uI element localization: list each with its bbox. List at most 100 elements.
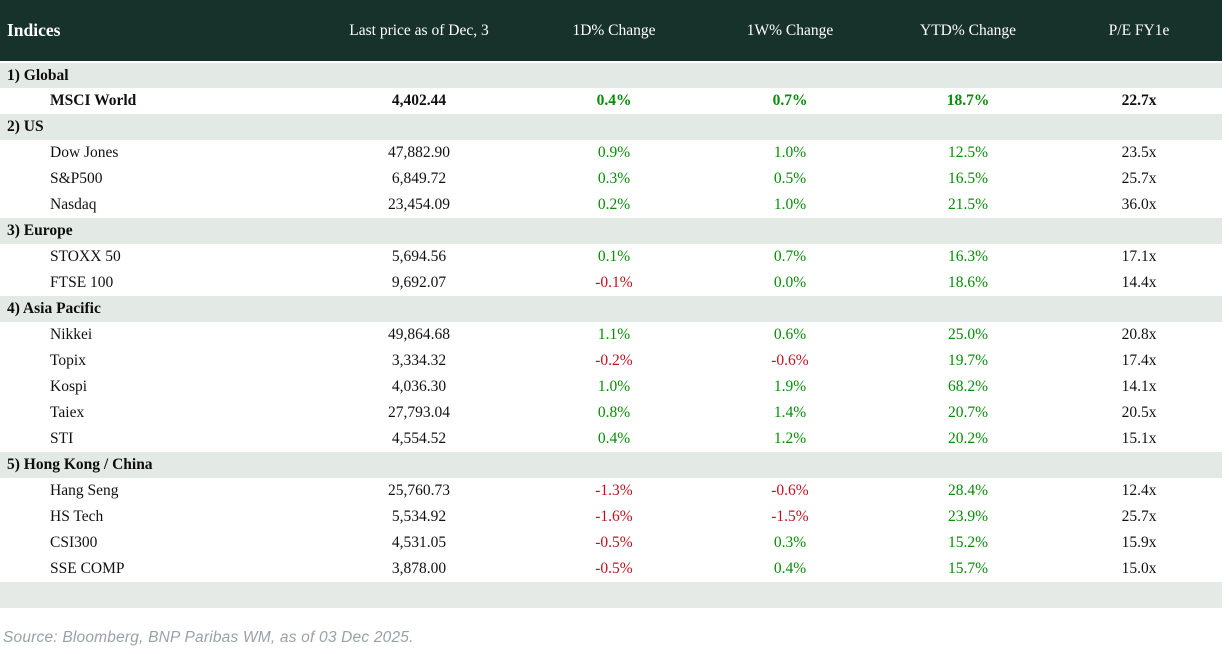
1w-change-cell: 1.0% xyxy=(773,196,807,213)
1d-change-cell: -1.3% xyxy=(595,482,633,499)
ytd-change-cell: 16.3% xyxy=(947,248,989,265)
ytd-change-cell: 21.5% xyxy=(947,196,989,213)
index-name-cell: STOXX 50 xyxy=(50,248,121,265)
section-row: 4) Asia Pacific xyxy=(0,296,1222,322)
last-price-cell: 9,692.07 xyxy=(391,274,447,291)
1d-change-cell: -0.5% xyxy=(595,560,633,577)
last-price-cell: 3,334.32 xyxy=(391,352,447,369)
table-row: CSI300 4,531.05 -0.5% 0.3% 15.2% 15.9x xyxy=(0,530,1222,556)
header-row: Indices Last price as of Dec, 3 1D% Change… xyxy=(0,0,1222,63)
source-note: Source: Bloomberg, BNP Paribas WM, as of… xyxy=(3,629,414,646)
table-row: HS Tech 5,534.92 -1.6% -1.5% 23.9% 25.7x xyxy=(0,504,1222,530)
1d-change-cell: 0.1% xyxy=(597,248,631,265)
table-row: Hang Seng 25,760.73 -1.3% -0.6% 28.4% 12.4x xyxy=(0,478,1222,504)
last-price-cell: 47,882.90 xyxy=(388,144,450,161)
last-price-cell: 4,531.05 xyxy=(391,534,447,551)
table-row: Topix 3,334.32 -0.2% -0.6% 19.7% 17.4x xyxy=(0,348,1222,374)
1d-change-cell: 0.4% xyxy=(596,92,632,109)
last-price-cell: 49,864.68 xyxy=(388,326,450,343)
table-row: FTSE 100 9,692.07 -0.1% 0.0% 18.6% 14.4x xyxy=(0,270,1222,296)
section-label: 5) Hong Kong / China xyxy=(0,452,1222,478)
column-header: P/E FY1e xyxy=(1056,0,1222,63)
table-row: Taiex 27,793.04 0.8% 1.4% 20.7% 20.5x xyxy=(0,400,1222,426)
index-name-cell: Topix xyxy=(50,352,86,369)
1d-change-cell: 0.4% xyxy=(597,430,631,447)
ytd-change-cell: 25.0% xyxy=(947,326,989,343)
ytd-change-cell: 12.5% xyxy=(947,144,989,161)
index-name-cell: CSI300 xyxy=(50,534,98,551)
pe-cell: 25.7x xyxy=(1121,170,1157,187)
table-bottom-border xyxy=(0,582,1222,608)
1d-change-cell: -0.5% xyxy=(595,534,633,551)
1d-change-cell: 0.8% xyxy=(597,404,631,421)
index-name-cell: Kospi xyxy=(50,378,88,395)
column-header: 1W% Change xyxy=(700,0,880,63)
1w-change-cell: -0.6% xyxy=(771,352,809,369)
column-header: 1D% Change xyxy=(528,0,700,63)
last-price-cell: 23,454.09 xyxy=(388,196,450,213)
column-header: YTD% Change xyxy=(880,0,1056,63)
1w-change-cell: -1.5% xyxy=(771,508,809,525)
1d-change-cell: 1.1% xyxy=(597,326,631,343)
last-price-cell: 4,554.52 xyxy=(391,430,447,447)
table-row: Dow Jones 47,882.90 0.9% 1.0% 12.5% 23.5x xyxy=(0,140,1222,166)
1w-change-cell: 1.9% xyxy=(773,378,807,395)
pe-cell: 12.4x xyxy=(1121,482,1157,499)
1w-change-cell: 0.4% xyxy=(773,560,807,577)
index-name-cell: MSCI World xyxy=(50,92,137,109)
1d-change-cell: -0.1% xyxy=(595,274,633,291)
1w-change-cell: 0.7% xyxy=(772,92,808,109)
table-row: Nasdaq 23,454.09 0.2% 1.0% 21.5% 36.0x xyxy=(0,192,1222,218)
table-row: SSE COMP 3,878.00 -0.5% 0.4% 15.7% 15.0x xyxy=(0,556,1222,582)
section-row: 2) US xyxy=(0,114,1222,140)
table-row: STOXX 50 5,694.56 0.1% 0.7% 16.3% 17.1x xyxy=(0,244,1222,270)
last-price-cell: 4,036.30 xyxy=(391,378,447,395)
pe-cell: 15.0x xyxy=(1121,560,1157,577)
ytd-change-cell: 28.4% xyxy=(947,482,989,499)
table-body: 1) Global MSCI World 4,402.44 0.4% 0.7% 18.7%… xyxy=(0,62,1222,608)
last-price-cell: 6,849.72 xyxy=(391,170,447,187)
table-row: S&P500 6,849.72 0.3% 0.5% 16.5% 25.7x xyxy=(0,166,1222,192)
1d-change-cell: -1.6% xyxy=(595,508,633,525)
index-name-cell: HS Tech xyxy=(50,508,104,525)
ytd-change-cell: 68.2% xyxy=(947,378,989,395)
column-header: Last price as of Dec, 3 xyxy=(310,0,528,63)
index-name-cell: Nikkei xyxy=(50,326,93,343)
1w-change-cell: 1.4% xyxy=(773,404,807,421)
1w-change-cell: 0.5% xyxy=(773,170,807,187)
last-price-cell: 27,793.04 xyxy=(388,404,450,421)
1w-change-cell: 0.0% xyxy=(773,274,807,291)
pe-cell: 17.1x xyxy=(1121,248,1157,265)
section-label: 3) Europe xyxy=(0,218,1222,244)
section-label: 2) US xyxy=(0,114,1222,140)
ytd-change-cell: 23.9% xyxy=(947,508,989,525)
1d-change-cell: -0.2% xyxy=(595,352,633,369)
index-name-cell: Dow Jones xyxy=(50,144,119,161)
section-row: 5) Hong Kong / China xyxy=(0,452,1222,478)
table-title: Indices xyxy=(0,0,310,63)
table-header: Indices Last price as of Dec, 3 1D% Change… xyxy=(0,0,1222,63)
last-price-cell: 3,878.00 xyxy=(391,560,447,577)
index-name-cell: SSE COMP xyxy=(50,560,125,577)
1w-change-cell: 0.6% xyxy=(773,326,807,343)
section-label: 1) Global xyxy=(0,62,1222,88)
indices-table: Indices Last price as of Dec, 3 1D% Change… xyxy=(0,0,1222,608)
1w-change-cell: 0.3% xyxy=(773,534,807,551)
pe-cell: 22.7x xyxy=(1121,92,1157,109)
1d-change-cell: 0.2% xyxy=(597,196,631,213)
table-row: MSCI World 4,402.44 0.4% 0.7% 18.7% 22.7x xyxy=(0,88,1222,114)
ytd-change-cell: 18.7% xyxy=(946,92,990,109)
pe-cell: 20.8x xyxy=(1121,326,1157,343)
ytd-change-cell: 18.6% xyxy=(947,274,989,291)
1d-change-cell: 1.0% xyxy=(597,378,631,395)
1w-change-cell: 1.0% xyxy=(773,144,807,161)
table-bottom-border-cell xyxy=(0,582,1222,608)
1d-change-cell: 0.9% xyxy=(597,144,631,161)
index-name-cell: Nasdaq xyxy=(50,196,97,213)
pe-cell: 36.0x xyxy=(1121,196,1157,213)
pe-cell: 15.9x xyxy=(1121,534,1157,551)
pe-cell: 20.5x xyxy=(1121,404,1157,421)
table-row: Kospi 4,036.30 1.0% 1.9% 68.2% 14.1x xyxy=(0,374,1222,400)
index-name-cell: FTSE 100 xyxy=(50,274,114,291)
